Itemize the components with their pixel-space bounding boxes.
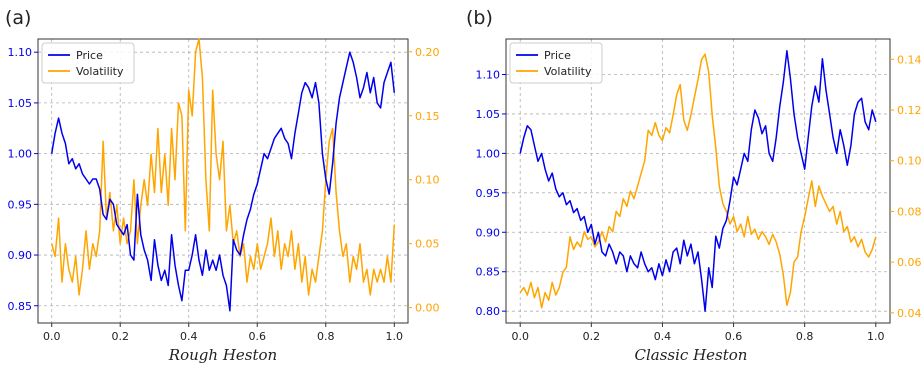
- y-right-tick-label: 0.08: [897, 205, 922, 218]
- y-right-tick-label: 0.10: [415, 174, 440, 187]
- y-left-tick-label: 1.05: [8, 97, 33, 110]
- legend-label: Price: [544, 49, 571, 62]
- x-tick-label: 0.4: [654, 330, 672, 343]
- y-right-tick-label: 0.00: [415, 302, 440, 315]
- y-left-tick-label: 1.05: [476, 108, 501, 121]
- y-right-tick-label: 0.10: [897, 155, 922, 168]
- y-axis-right: 0.00 0.05 0.10 0.15 0.20: [408, 46, 440, 315]
- y-right-tick-label: 0.12: [897, 104, 922, 117]
- y-left-tick-label: 0.80: [476, 305, 501, 318]
- y-left-tick-label: 0.85: [8, 300, 33, 313]
- y-left-tick-label: 0.95: [476, 187, 501, 200]
- y-axis-right: 0.04 0.06 0.08 0.10 0.12 0.14: [890, 53, 922, 320]
- legend-label: Price: [76, 49, 103, 62]
- y-left-tick-label: 0.85: [476, 266, 501, 279]
- series-lines: [50, 38, 396, 312]
- y-left-tick-label: 1.00: [8, 148, 33, 161]
- x-tick-label: 0.2: [111, 330, 129, 343]
- y-left-tick-label: 0.90: [476, 226, 501, 239]
- y-left-tick-label: 1.00: [476, 147, 501, 160]
- y-right-tick-label: 0.05: [415, 238, 440, 251]
- y-right-tick-label: 0.20: [415, 46, 440, 59]
- x-tick-label: 1.0: [386, 330, 404, 343]
- x-axis-label: Rough Heston: [168, 346, 277, 364]
- y-left-tick-label: 1.10: [8, 46, 33, 59]
- x-tick-label: 0.2: [583, 330, 601, 343]
- x-axis-label: Classic Heston: [635, 346, 748, 364]
- series-line-price: [519, 50, 877, 312]
- panel-rough-heston: (a) 0.0 0.2 0.4 0.6 0.8 1.0 0.85 0.90 0.95 1.00 1…: [5, 7, 440, 364]
- series-line-volatility: [50, 38, 396, 296]
- y-axis-left: 0.85 0.90 0.95 1.00 1.05 1.10: [8, 46, 38, 313]
- x-axis: 0.0 0.2 0.4 0.6 0.8 1.0: [511, 323, 885, 343]
- y-right-tick-label: 0.06: [897, 256, 922, 269]
- series-line-price: [50, 51, 396, 312]
- y-axis-left: 0.80 0.85 0.90 0.95 1.00 1.05 1.10: [476, 69, 506, 318]
- y-left-tick-label: 1.10: [476, 69, 501, 82]
- x-tick-label: 0.6: [249, 330, 267, 343]
- legend: Price Volatility: [509, 42, 603, 84]
- legend-box: [509, 42, 603, 84]
- x-tick-label: 0.0: [511, 330, 529, 343]
- y-left-tick-label: 0.95: [8, 198, 33, 211]
- legend-label: Volatility: [544, 65, 592, 78]
- x-tick-label: 1.0: [867, 330, 885, 343]
- panel-label: (b): [466, 7, 493, 29]
- x-tick-label: 0.6: [725, 330, 743, 343]
- x-axis: 0.0 0.2 0.4 0.6 0.8 1.0: [43, 323, 403, 343]
- series-line-volatility: [519, 53, 877, 309]
- x-tick-label: 0.8: [796, 330, 814, 343]
- x-tick-label: 0.8: [317, 330, 335, 343]
- plot-frame: [505, 38, 891, 324]
- x-tick-label: 0.0: [43, 330, 61, 343]
- y-right-tick-label: 0.04: [897, 307, 922, 320]
- y-left-tick-label: 0.90: [8, 249, 33, 262]
- x-tick-label: 0.4: [180, 330, 198, 343]
- panel-label: (a): [5, 7, 31, 29]
- series-lines: [519, 50, 877, 312]
- legend: Price Volatility: [41, 42, 135, 84]
- panel-classic-heston: (b) 0.0 0.2 0.4 0.6 0.8 1.0 0.80 0.85 0.90 0.95 1…: [466, 7, 922, 364]
- y-right-tick-label: 0.14: [897, 53, 922, 66]
- y-right-tick-label: 0.15: [415, 110, 440, 123]
- legend-box: [41, 42, 135, 84]
- legend-label: Volatility: [76, 65, 124, 78]
- plot-frame: [37, 38, 409, 324]
